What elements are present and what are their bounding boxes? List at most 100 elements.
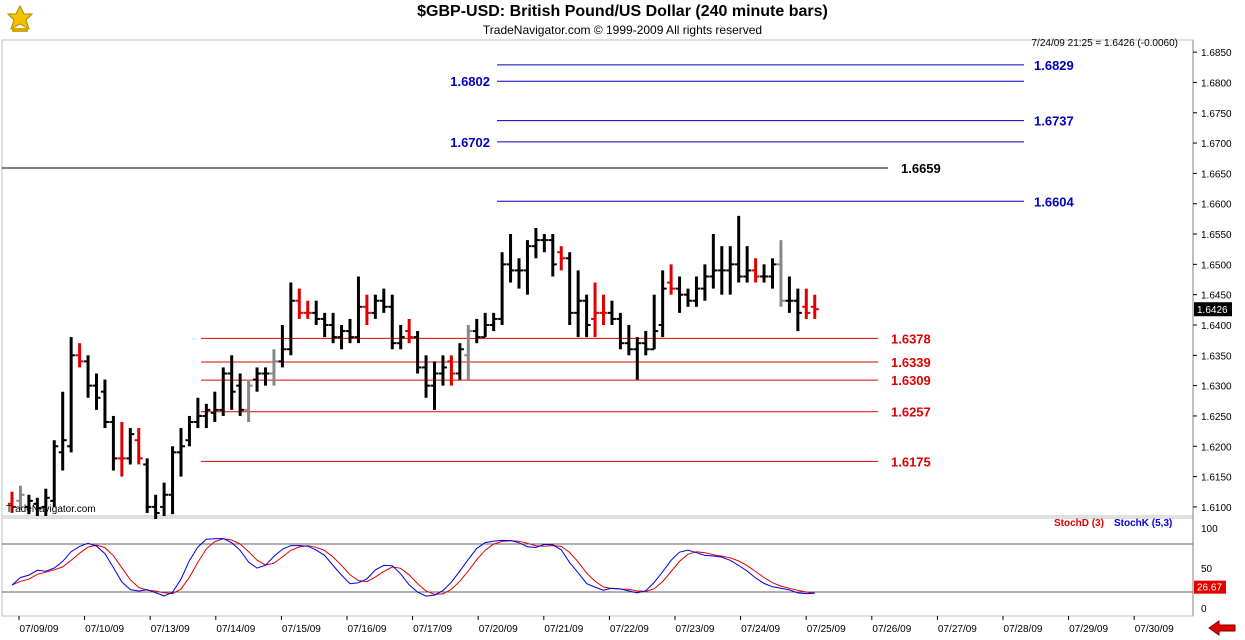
x-tick-label: 07/29/09 [1069, 624, 1108, 635]
ohlc-bar [354, 276, 363, 344]
ohlc-bar [84, 355, 93, 398]
ohlc-bar [464, 324, 473, 380]
ohlc-bar [438, 355, 447, 386]
y-tick-label: 1.6350 [1201, 351, 1232, 362]
ohlc-bar [371, 294, 380, 319]
chart-frame [1, 39, 1194, 617]
x-tick-label: 07/09/09 [20, 624, 59, 635]
ohlc-bar [379, 288, 388, 313]
resistance-label: 1.6737 [1034, 114, 1074, 129]
ohlc-bar [185, 415, 194, 447]
ohlc-bar [286, 282, 295, 356]
ohlc-bar [312, 300, 321, 325]
resistance-label: 1.6802 [450, 74, 490, 89]
ohlc-bar [548, 234, 557, 277]
ohlc-bar [75, 343, 84, 368]
stochastic-tick-label: 0 [1201, 604, 1207, 615]
price-axis: 1.6100 1.6150 1.6200 1.6250 1.6300 1.6350 1.64… [1193, 48, 1232, 514]
trade-navigator-logo-icon [6, 4, 34, 32]
ohlc-bar [143, 458, 152, 513]
ohlc-bar [109, 415, 118, 471]
x-tick-label: 07/21/09 [544, 624, 583, 635]
ohlc-bar [650, 294, 659, 351]
resistance-label: 1.6604 [1034, 194, 1075, 209]
ohlc-bar [168, 446, 177, 515]
stochastic-last-label: 26.67 [1197, 583, 1222, 594]
ohlc-bar [193, 397, 202, 429]
x-tick-label: 07/27/09 [938, 624, 977, 635]
support-label: 1.6257 [891, 405, 931, 420]
ohlc-bar [641, 331, 650, 356]
ohlc-bar [210, 391, 219, 423]
support-label: 1.6378 [891, 331, 931, 346]
ohlc-bar [633, 337, 642, 380]
ohlc-bar [692, 276, 701, 307]
stoch-k-line [11, 537, 815, 597]
ohlc-bar [591, 282, 600, 338]
ohlc-bar [776, 240, 785, 307]
ohlc-bar [734, 215, 743, 283]
price-levels: 1.6829 1.6802 1.6737 1.6702 1.6604 1.6659 1.63… [2, 58, 1075, 469]
x-tick-label: 07/17/09 [413, 624, 452, 635]
ohlc-bar [405, 318, 414, 344]
y-tick-label: 1.6300 [1201, 382, 1232, 393]
last-price-box [1194, 302, 1232, 317]
ohlc-bar [574, 270, 583, 338]
ohlc-bar [8, 491, 16, 513]
ohlc-bar [422, 355, 431, 398]
ohlc-bar [523, 240, 532, 295]
stochastic-panel: 100 50 0 StochD (3) StochK (5,3) 26.67 [2, 518, 1226, 615]
ohlc-bar [388, 294, 397, 350]
x-tick-label: 07/22/09 [610, 624, 649, 635]
ohlc-bar [295, 288, 304, 319]
y-tick-label: 1.6800 [1201, 78, 1232, 89]
date-axis: 07/09/09 07/10/09 07/13/09 07/14/09 07/15/09… [18, 616, 1174, 635]
ohlc-bar [582, 294, 591, 338]
last-price-label: 1.6426 [1197, 305, 1228, 316]
stochastic-panel-border [1, 517, 1194, 617]
ohlc-bar [24, 494, 33, 515]
ohlc-bar [100, 379, 109, 429]
stochastic-tick-label: 50 [1201, 564, 1213, 575]
ohlc-bar [785, 276, 794, 313]
ohlc-bar [768, 258, 777, 289]
ohlc-bar [261, 367, 270, 386]
ohlc-bar [726, 246, 735, 295]
y-tick-label: 1.6650 [1201, 169, 1232, 180]
ohlc-bar [658, 270, 667, 338]
ohlc-bar [244, 379, 253, 423]
ohlc-bar [498, 252, 507, 325]
ohlc-bar [793, 288, 802, 332]
ohlc-bar [472, 318, 481, 344]
y-tick-label: 1.6750 [1201, 109, 1232, 120]
price-readout: 7/24/09 21:25 = 1.6426 (-0.0060) [1031, 38, 1178, 49]
y-tick-label: 1.6150 [1201, 473, 1232, 484]
x-tick-label: 07/23/09 [676, 624, 715, 635]
y-tick-label: 1.6850 [1201, 48, 1232, 59]
ohlc-bar [269, 349, 278, 386]
ohlc-bar [67, 337, 76, 453]
ohlc-bar [151, 494, 160, 520]
ohlc-bar [531, 227, 540, 259]
ohlc-bar [16, 485, 25, 510]
ohlc-bar [413, 331, 422, 374]
ohlc-bar [320, 312, 329, 338]
resistance-label: 1.6829 [1034, 58, 1074, 73]
x-tick-label: 07/16/09 [348, 624, 387, 635]
support-label: 1.6339 [891, 355, 931, 370]
ohlc-bar [624, 324, 633, 356]
chart-title: $GBP-USD: British Pound/US Dollar (240 m… [417, 3, 828, 20]
y-tick-label: 1.6500 [1201, 260, 1232, 271]
red-arrow-left-icon[interactable] [1207, 619, 1237, 637]
ohlc-bar [134, 428, 143, 465]
x-tick-label: 07/28/09 [1004, 624, 1043, 635]
ohlc-bar [515, 258, 523, 289]
ohlc-bar [303, 300, 312, 319]
stoch-d-legend: StochD (3) [1054, 518, 1104, 529]
support-label: 1.6175 [891, 454, 931, 469]
ohlc-bar [430, 361, 439, 410]
ohlc-bar [346, 318, 354, 344]
ohlc-bar [751, 258, 760, 283]
chart-header: $GBP-USD: British Pound/US Dollar (240 m… [0, 0, 1245, 40]
y-tick-label: 1.6100 [1201, 503, 1232, 514]
